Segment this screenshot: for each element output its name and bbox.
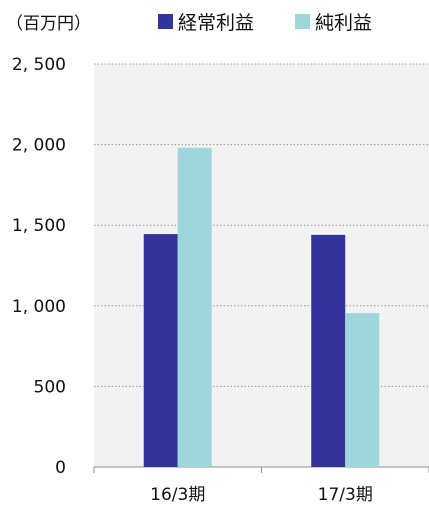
y-tick-label: 1, 000	[12, 297, 66, 317]
legend-item-ordinary-profit: 経常利益	[158, 8, 254, 35]
bar-ordinary-profit-0	[143, 234, 178, 467]
legend-swatch-ordinary-profit	[158, 14, 173, 29]
legend-label-net-profit: 純利益	[315, 12, 373, 34]
y-tick-label: 500	[34, 377, 66, 397]
unit-label: （百万円）	[6, 14, 91, 34]
bar-net-profit-1	[345, 313, 380, 467]
y-tick-label: 0	[55, 458, 66, 478]
bar-ordinary-profit-1	[311, 234, 346, 467]
x-tick-label: 17/3期	[318, 485, 373, 505]
legend-swatch-net-profit	[295, 14, 310, 29]
x-tick-label: 16/3期	[150, 485, 205, 505]
y-tick-label: 2, 000	[12, 136, 66, 156]
y-tick-label: 2, 500	[12, 55, 66, 75]
y-tick-label: 1, 500	[12, 216, 66, 236]
legend-label-ordinary-profit: 経常利益	[178, 12, 255, 34]
bar-net-profit-0	[177, 147, 212, 467]
legend-item-net-profit: 純利益	[295, 8, 372, 35]
